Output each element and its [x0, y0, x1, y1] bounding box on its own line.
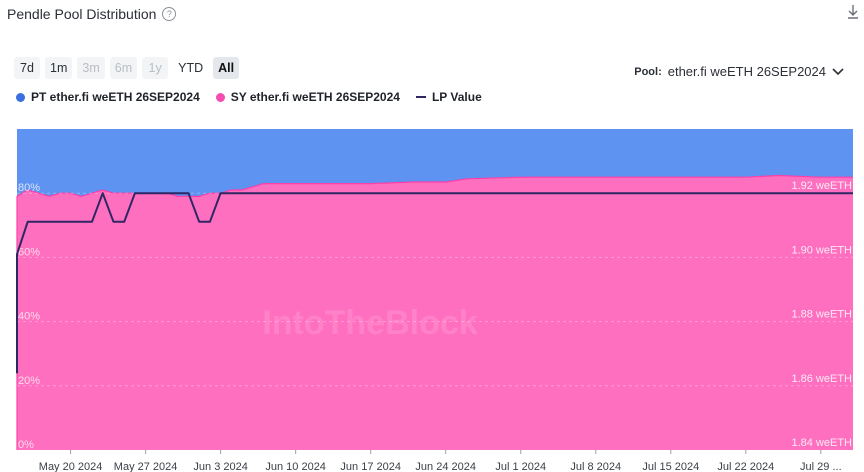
x-tick-label: May 27 2024 — [114, 461, 178, 472]
legend-swatch-sy — [215, 92, 225, 102]
y-tick-label-right: 1.90 weETH — [791, 244, 852, 256]
range-1y-button[interactable]: 1y — [142, 57, 169, 79]
range-6m-button[interactable]: 6m — [109, 57, 138, 79]
download-icon[interactable] — [846, 4, 860, 20]
chart-title: Pendle Pool Distribution — [7, 6, 157, 22]
x-tick-label: Jul 15 2024 — [642, 461, 699, 472]
x-tick-label: Jul 1 2024 — [495, 461, 546, 472]
y-tick-label-left: 60% — [18, 246, 40, 258]
pool-value: ether.fi weETH 26SEP2024 — [667, 64, 826, 79]
chart-header: Pendle Pool Distribution ? — [7, 6, 177, 22]
legend-label-lp: LP Value — [431, 90, 482, 104]
legend-item-sy[interactable]: SY ether.fi weETH 26SEP2024 — [215, 90, 400, 104]
chevron-down-icon[interactable] — [832, 67, 844, 76]
x-tick-label: Jul 22 2024 — [717, 461, 774, 472]
pool-distribution-chart: IntoTheBlock 0% 20% 40% 60% 80% 1.84 weETH 1.86… — [16, 129, 853, 472]
y-tick-label-left: 0% — [18, 439, 34, 451]
range-7d-button[interactable]: 7d — [14, 57, 40, 79]
x-tick-label: Jul 8 2024 — [570, 461, 621, 472]
y-tick-label-right: 1.84 weETH — [791, 437, 852, 449]
x-tick-label: Jun 24 2024 — [415, 461, 476, 472]
time-range-selector: 7d 1m 3m 6m 1y YTD All — [14, 57, 240, 79]
y-tick-label-right: 1.92 weETH — [791, 180, 852, 192]
y-tick-label-left: 40% — [18, 311, 40, 323]
legend-item-lp[interactable]: LP Value — [415, 90, 482, 104]
chart-legend: PT ether.fi weETH 26SEP2024 SY ether.fi … — [16, 90, 482, 104]
x-tick-label: Jun 17 2024 — [340, 461, 401, 472]
x-tick-label: Jun 10 2024 — [265, 461, 326, 472]
pool-selector[interactable]: Pool: ether.fi weETH 26SEP2024 — [634, 64, 844, 79]
y-tick-label-right: 1.88 weETH — [791, 309, 852, 321]
legend-label-sy: SY ether.fi weETH 26SEP2024 — [230, 90, 400, 104]
x-tick-label: Jun 3 2024 — [193, 461, 247, 472]
sy-area — [17, 175, 853, 450]
y-tick-label-right: 1.86 weETH — [791, 373, 852, 385]
sy-boundary-line — [16, 174, 853, 450]
range-3m-button[interactable]: 3m — [77, 57, 105, 79]
y-tick-label-left: 80% — [18, 182, 40, 194]
watermark-text: IntoTheBlock — [262, 304, 477, 342]
x-tick-label: Jul 29 ... — [800, 461, 842, 472]
x-tick-label: May 20 2024 — [39, 461, 103, 472]
range-all-button[interactable]: All — [213, 57, 240, 79]
legend-swatch-lp — [415, 96, 426, 98]
legend-swatch-pt — [16, 92, 25, 102]
range-ytd-button[interactable]: YTD — [178, 61, 204, 75]
pool-label: Pool: — [634, 65, 662, 78]
question-circle-icon[interactable]: ? — [162, 7, 177, 21]
legend-item-pt[interactable]: PT ether.fi weETH 26SEP2024 — [16, 90, 200, 104]
legend-label-pt: PT ether.fi weETH 26SEP2024 — [31, 90, 200, 104]
y-tick-label-left: 20% — [18, 375, 40, 387]
range-1m-button[interactable]: 1m — [45, 57, 73, 79]
lp-value-line — [16, 192, 853, 374]
